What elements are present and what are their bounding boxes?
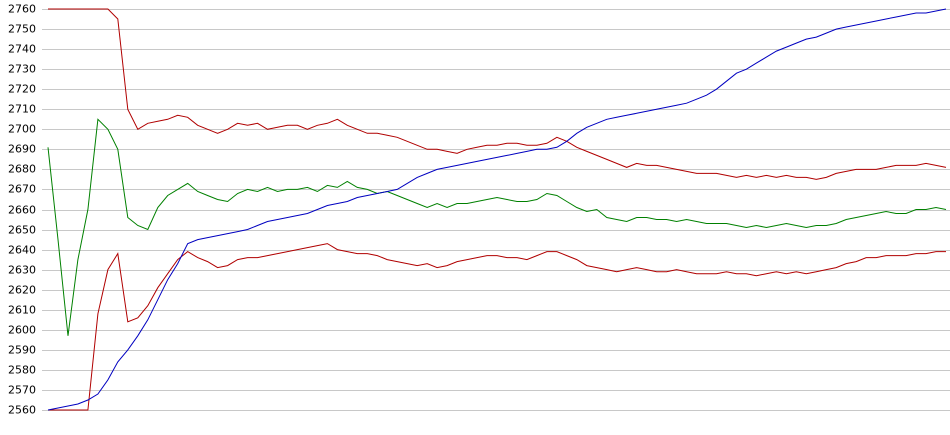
y-tick-label: 2580: [8, 364, 36, 377]
y-tick-label: 2650: [8, 224, 36, 237]
y-tick-label: 2560: [8, 404, 36, 417]
y-tick-label: 2590: [8, 344, 36, 357]
y-tick-label: 2630: [8, 264, 36, 277]
y-tick-label: 2690: [8, 143, 36, 156]
y-tick-label: 2610: [8, 304, 36, 317]
y-tick-label: 2570: [8, 384, 36, 397]
y-tick-label: 2760: [8, 3, 36, 16]
y-tick-label: 2750: [8, 23, 36, 36]
data-line: [47, 118, 947, 336]
y-tick-label: 2620: [8, 284, 36, 297]
y-tick-label: 2740: [8, 43, 36, 56]
y-tick-label: 2600: [8, 324, 36, 337]
y-tick-label: 2660: [8, 204, 36, 217]
y-tick-label: 2710: [8, 103, 36, 116]
data-line: [48, 243, 946, 411]
y-tick-label: 2700: [8, 123, 36, 136]
y-tick-label: 2670: [8, 183, 36, 196]
data-line: [48, 8, 947, 180]
data-line: [47, 8, 947, 411]
y-tick-label: 2680: [8, 163, 36, 176]
y-tick-label: 2640: [8, 244, 36, 257]
y-tick-label: 2730: [8, 63, 36, 76]
y-tick-label: 2720: [8, 83, 36, 96]
